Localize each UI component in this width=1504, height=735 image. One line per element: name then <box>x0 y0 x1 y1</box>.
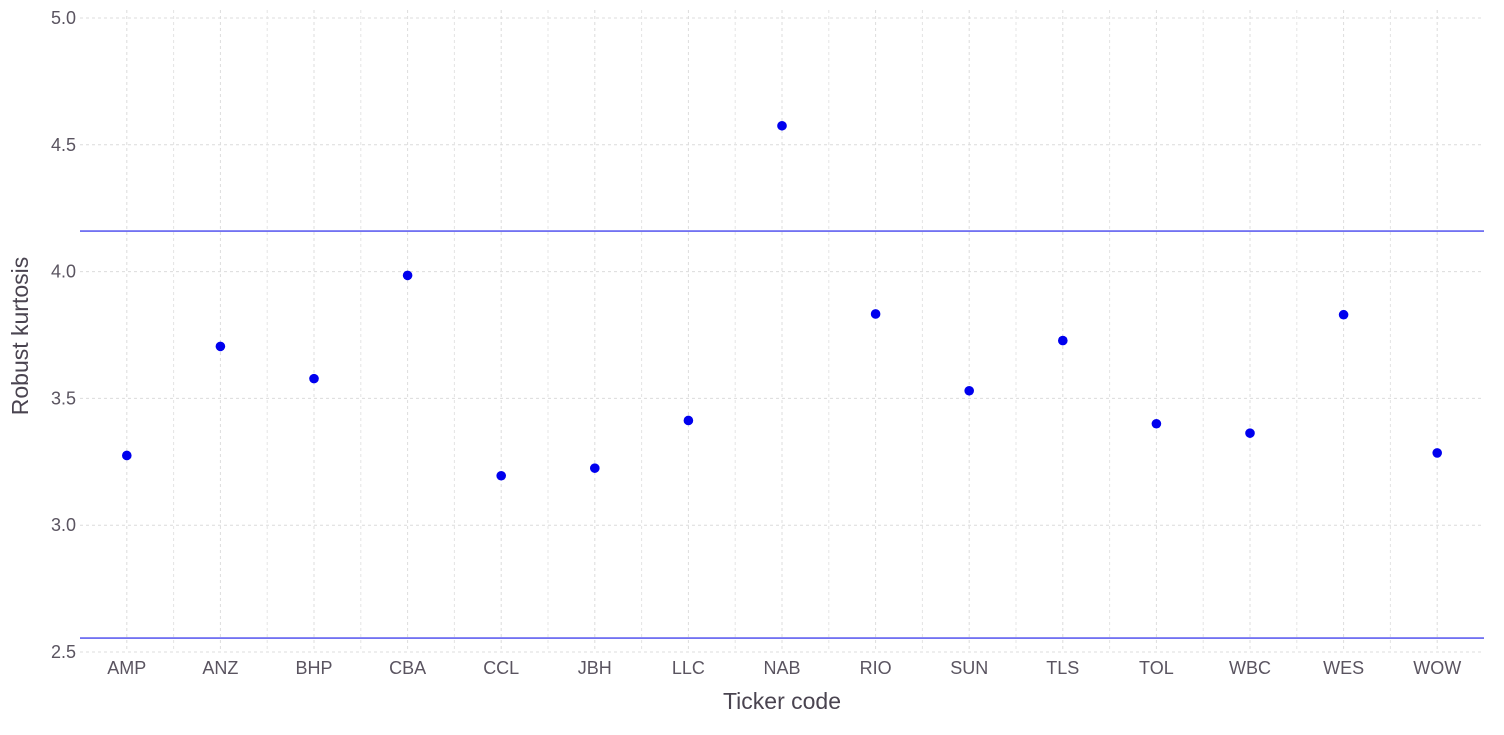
x-tick-label: WOW <box>1413 658 1461 678</box>
data-point <box>309 373 319 384</box>
data-point <box>1245 428 1255 438</box>
x-axis-title: Ticker code <box>723 688 841 714</box>
data-point <box>1151 418 1162 429</box>
x-tick-label: WBC <box>1229 658 1271 678</box>
x-tick-label: LLC <box>672 658 705 678</box>
x-tick-label: NAB <box>763 658 800 678</box>
y-tick-label: 4.0 <box>51 262 76 282</box>
data-point <box>402 270 413 281</box>
data-point <box>590 463 600 473</box>
y-tick-label: 2.5 <box>51 642 76 662</box>
data-point <box>964 385 974 396</box>
y-axis-title: Robust kurtosis <box>7 257 33 416</box>
x-tick-label: SUN <box>950 658 988 678</box>
data-point <box>683 415 694 426</box>
data-points <box>122 120 1442 481</box>
data-point <box>1058 335 1068 346</box>
data-point <box>777 120 787 131</box>
data-point <box>215 341 226 352</box>
data-point <box>1432 448 1442 458</box>
x-tick-label: RIO <box>860 658 892 678</box>
x-tick-label: TOL <box>1139 658 1174 678</box>
x-axis-ticks: AMP ANZ BHP CBA CCL JBH LLC NAB RIO SUN TLS TOL WBC W… <box>107 658 1461 678</box>
x-tick-label: ANZ <box>202 658 238 678</box>
data-point <box>122 450 132 461</box>
data-point <box>496 470 507 481</box>
y-tick-label: 4.5 <box>51 135 76 155</box>
data-point <box>1338 309 1349 320</box>
y-tick-label: 3.0 <box>51 515 76 535</box>
data-point <box>870 309 881 319</box>
x-tick-label: JBH <box>578 658 612 678</box>
x-tick-label: WES <box>1323 658 1364 678</box>
grid <box>80 10 1484 653</box>
reference-lines <box>80 230 1484 639</box>
x-tick-label: CCL <box>483 658 519 678</box>
x-tick-label: CBA <box>389 658 426 678</box>
y-tick-label: 5.0 <box>51 8 76 28</box>
x-tick-label: TLS <box>1046 658 1079 678</box>
y-axis-ticks: 2.5 3.0 3.5 4.0 4.5 5.0 <box>51 8 76 662</box>
x-tick-label: AMP <box>107 658 146 678</box>
y-tick-label: 3.5 <box>51 388 76 408</box>
x-tick-label: BHP <box>295 658 332 678</box>
